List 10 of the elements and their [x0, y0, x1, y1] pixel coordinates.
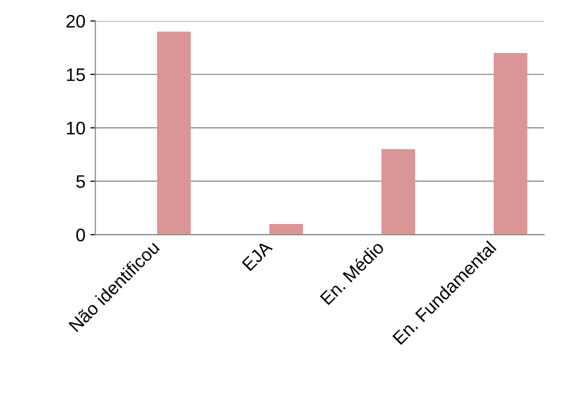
y-tick-label: 5	[76, 175, 85, 188]
bar	[269, 224, 303, 235]
bar	[381, 149, 416, 235]
bar	[157, 32, 191, 235]
y-tick-label: 20	[66, 14, 85, 28]
y-tick-label: 10	[66, 122, 85, 135]
x-tick-label: EJA	[242, 240, 274, 272]
y-tick-label: 0	[76, 228, 85, 242]
y-tick-label: 15	[66, 68, 85, 82]
bar	[494, 53, 528, 235]
